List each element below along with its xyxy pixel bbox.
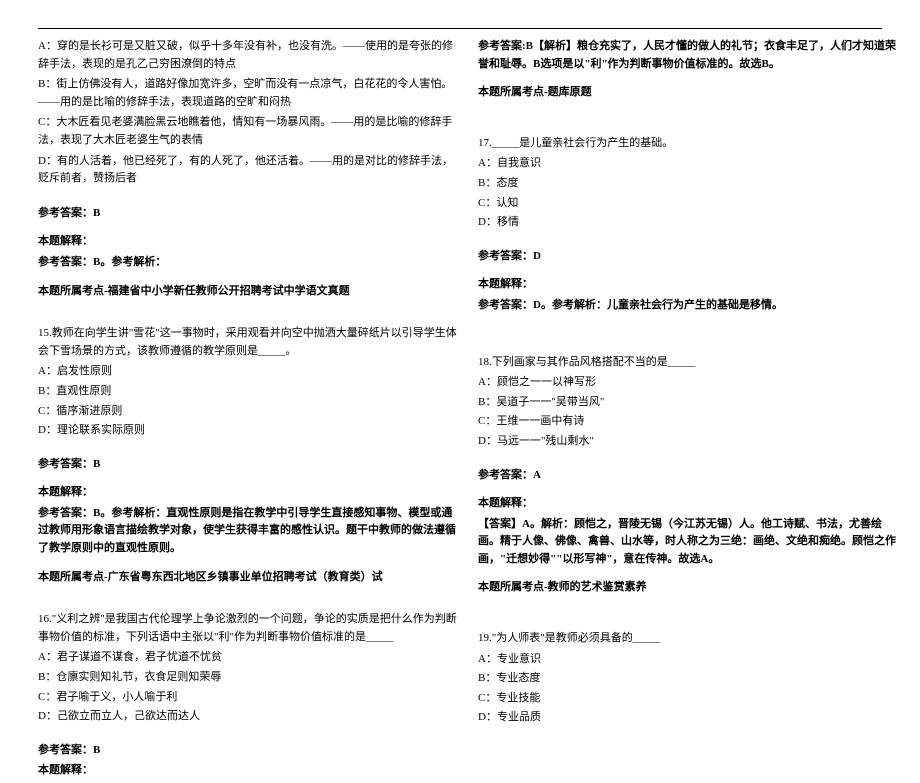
q16-explain: 参考答案:B【解析】粮仓充实了，人民才懂的做人的礼节；衣食丰足了，人们才知道荣誉…	[478, 38, 898, 73]
q14-option-b: B：街上仿佛没有人，道路好像加宽许多，空旷而没有一点凉气，白花花的令人害怕。——…	[38, 76, 458, 111]
q16-option-c: C：君子喻于义，小人喻于利	[38, 689, 458, 707]
q14-topic: 本题所属考点-福建省中小学新任教师公开招聘考试中学语文真题	[38, 283, 458, 301]
q18-stem: 18.下列画家与其作品风格搭配不当的是_____	[478, 354, 898, 372]
q14-option-c: C：大木匠看见老婆满脸黑云地瞧着他，情知有一场暴风雨。——用的是比喻的修辞手法，…	[38, 114, 458, 149]
q19-stem: 19."为人师表"是教师必须具备的_____	[478, 630, 898, 648]
q17-answer: 参考答案：D	[478, 248, 898, 266]
q16-answer: 参考答案：B	[38, 742, 458, 760]
q17-option-c: C：认知	[478, 195, 898, 213]
q17-option-b: B：态度	[478, 175, 898, 193]
q18-option-d: D：马远一一"残山剩水"	[478, 433, 898, 451]
q19-option-b: B：专业态度	[478, 670, 898, 688]
q16-explain-label: 本题解释：	[38, 762, 458, 780]
q19-option-c: C：专业技能	[478, 690, 898, 708]
q17-option-a: A：自我意识	[478, 155, 898, 173]
q14-explain: 参考答案：B。参考解析：	[38, 254, 458, 272]
q15-option-d: D：理论联系实际原则	[38, 422, 458, 440]
q17-option-d: D：移情	[478, 214, 898, 232]
q15-explain-label: 本题解释：	[38, 484, 458, 502]
q16-stem: 16."义利之辨"是我国古代伦理学上争论激烈的一个问题，争论的实质是把什么作为判…	[38, 611, 458, 646]
q18-option-b: B：吴道子一一"吴带当风"	[478, 394, 898, 412]
q18-answer: 参考答案：A	[478, 467, 898, 485]
q16-option-b: B：仓廪实则知礼节，衣食足则知荣辱	[38, 669, 458, 687]
q19-option-a: A：专业意识	[478, 651, 898, 669]
q17-explain: 参考答案：D。参考解析：儿童亲社会行为产生的基础是移情。	[478, 297, 898, 315]
q15-option-c: C：循序渐进原则	[38, 403, 458, 421]
q16-option-d: D：己欲立而立人，己欲达而达人	[38, 708, 458, 726]
q14-option-d: D：有的人活着，他已经死了，有的人死了，他还活着。——用的是对比的修辞手法，贬斥…	[38, 153, 458, 188]
q14-option-a: A：穿的是长衫可是又脏又破，似乎十多年没有补，也没有洗。——使用的是夸张的修辞手…	[38, 38, 458, 73]
q14-answer: 参考答案：B	[38, 205, 458, 223]
q18-topic: 本题所属考点-教师的艺术鉴赏素养	[478, 579, 898, 597]
q16-topic: 本题所属考点-题库原题	[478, 84, 898, 102]
q14-explain-label: 本题解释：	[38, 233, 458, 251]
q17-explain-label: 本题解释：	[478, 276, 898, 294]
q15-option-a: A：启发性原则	[38, 363, 458, 381]
q15-answer: 参考答案：B	[38, 456, 458, 474]
q18-explain: 【答案】A。解析：顾恺之，晋陵无锡（今江苏无锡）人。他工诗赋、书法，尤善绘画。精…	[478, 516, 898, 569]
q16-option-a: A：君子谋道不谋食，君子忧道不忧贫	[38, 649, 458, 667]
q15-option-b: B：直观性原则	[38, 383, 458, 401]
q18-explain-label: 本题解释：	[478, 495, 898, 513]
q17-stem: 17._____是儿童亲社会行为产生的基础。	[478, 135, 898, 153]
q18-option-a: A：顾恺之一一以神写形	[478, 374, 898, 392]
q19-option-d: D：专业品质	[478, 709, 898, 727]
q15-explain: 参考答案：B。参考解析：直观性原则是指在教学中引导学生直接感知事物、模型或通过教…	[38, 505, 458, 558]
q15-topic: 本题所属考点-广东省粤东西北地区乡镇事业单位招聘考试（教育类）试	[38, 569, 458, 587]
q15-stem: 15.教师在向学生讲"雪花"这一事物时，采用观看并向空中抛洒大量碎纸片以引导学生…	[38, 325, 458, 360]
q18-option-c: C：王维一一画中有诗	[478, 413, 898, 431]
